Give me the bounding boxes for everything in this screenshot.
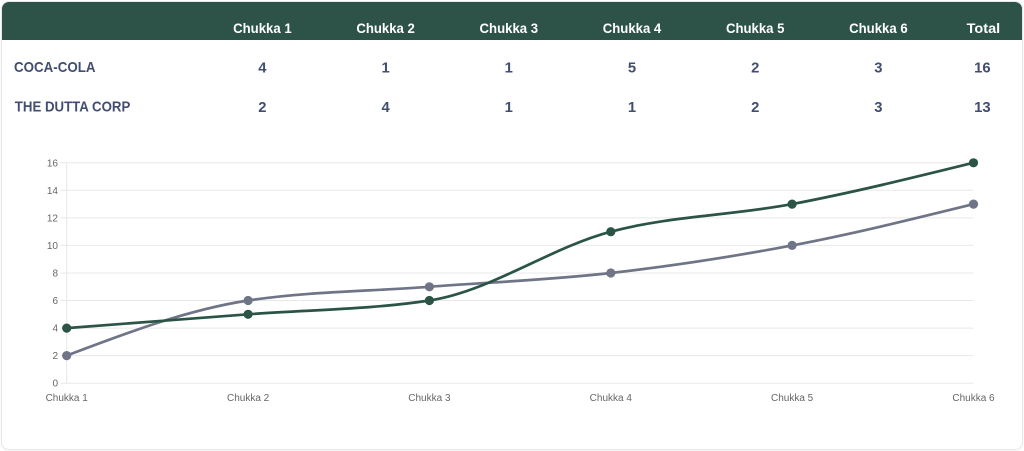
svg-text:Chukka 3: Chukka 3 xyxy=(408,393,451,404)
svg-text:4: 4 xyxy=(258,60,267,76)
svg-text:Chukka 5: Chukka 5 xyxy=(726,20,785,36)
svg-text:Chukka 5: Chukka 5 xyxy=(771,393,814,404)
svg-text:Chukka 4: Chukka 4 xyxy=(603,20,662,36)
svg-text:Chukka 2: Chukka 2 xyxy=(356,20,415,36)
svg-text:1: 1 xyxy=(505,60,513,76)
svg-text:3: 3 xyxy=(874,60,882,76)
svg-text:Chukka 1: Chukka 1 xyxy=(233,20,292,36)
svg-text:THE DUTTA CORP: THE DUTTA CORP xyxy=(15,99,131,115)
svg-text:Chukka 3: Chukka 3 xyxy=(480,20,539,36)
svg-text:16: 16 xyxy=(47,158,59,169)
svg-text:5: 5 xyxy=(628,60,636,76)
svg-text:2: 2 xyxy=(52,351,58,362)
svg-text:6: 6 xyxy=(52,296,58,307)
svg-text:2: 2 xyxy=(258,100,266,116)
svg-text:2: 2 xyxy=(751,100,759,116)
svg-text:Chukka 6: Chukka 6 xyxy=(952,393,995,404)
svg-text:1: 1 xyxy=(381,60,389,76)
svg-text:14: 14 xyxy=(47,186,59,197)
svg-text:1: 1 xyxy=(505,100,513,116)
svg-text:Chukka 6: Chukka 6 xyxy=(849,20,908,36)
svg-text:Chukka 1: Chukka 1 xyxy=(46,393,89,404)
svg-text:Chukka 2: Chukka 2 xyxy=(227,393,270,404)
svg-text:4: 4 xyxy=(52,324,58,335)
svg-text:Chukka 4: Chukka 4 xyxy=(590,393,633,404)
svg-text:4: 4 xyxy=(381,100,390,116)
svg-text:3: 3 xyxy=(874,100,882,116)
svg-text:8: 8 xyxy=(52,269,58,280)
svg-text:16: 16 xyxy=(974,60,991,76)
svg-text:2: 2 xyxy=(751,60,759,76)
svg-text:1: 1 xyxy=(628,100,636,116)
svg-text:10: 10 xyxy=(47,241,59,252)
svg-text:COCA-COLA: COCA-COLA xyxy=(14,60,96,76)
svg-text:13: 13 xyxy=(974,100,991,116)
svg-text:0: 0 xyxy=(52,379,58,390)
svg-text:12: 12 xyxy=(47,213,59,224)
svg-text:Total: Total xyxy=(967,20,1001,36)
